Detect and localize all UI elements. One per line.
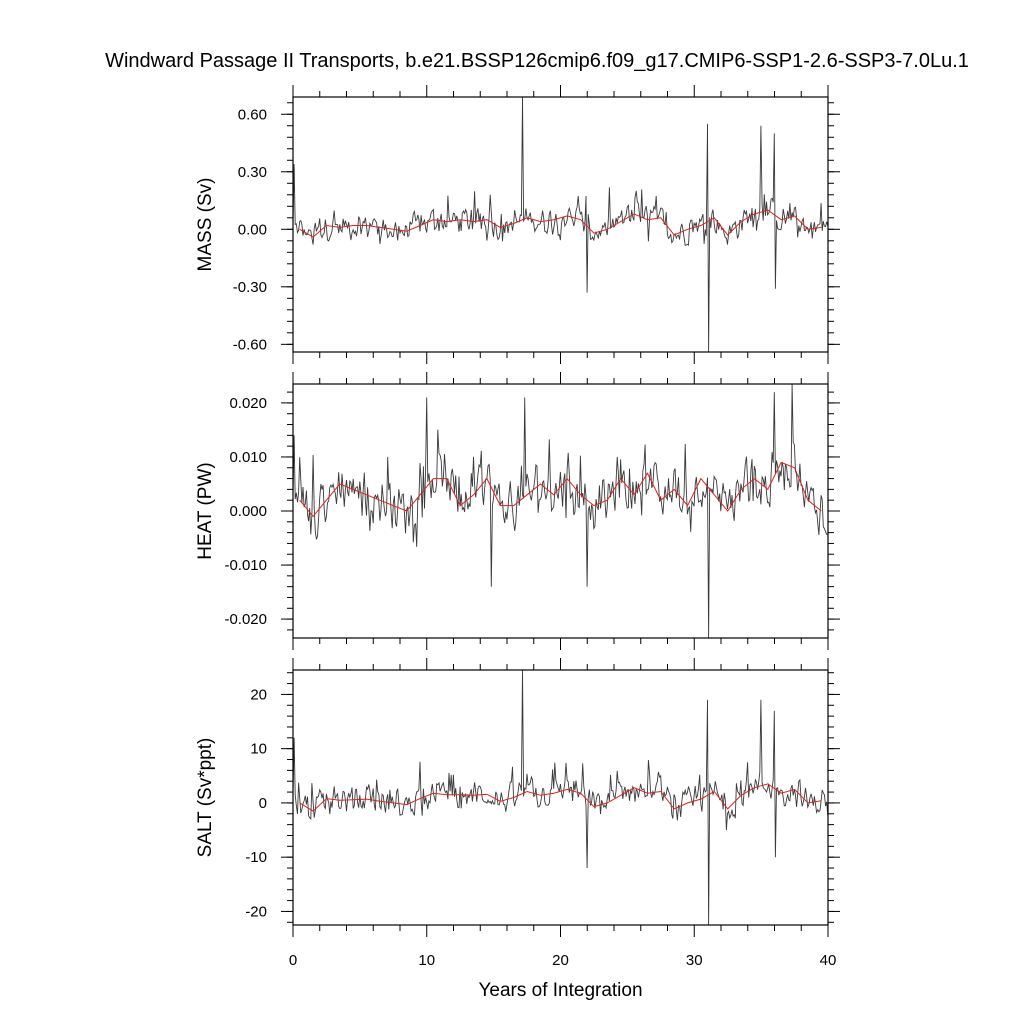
y-tick-label: 20	[250, 686, 267, 703]
annual-mean-line-heat	[299, 461, 822, 518]
plot-frame-mass	[292, 96, 829, 353]
annual-mean-line-salt	[299, 783, 822, 812]
y-tick-label: -0.010	[224, 557, 267, 574]
y-tick-label: 0.020	[229, 395, 267, 412]
y-axis-label-salt: SALT (Sv*ppt)	[195, 738, 216, 858]
x-tick-label: 40	[820, 952, 837, 969]
y-tick-label: -0.60	[233, 336, 267, 353]
x-tick-label: 0	[289, 952, 297, 969]
plot-frame-salt	[292, 669, 829, 926]
monthly-series-line-mass	[293, 97, 828, 352]
y-tick-label: 0.000	[229, 503, 267, 520]
x-tick-label: 20	[552, 952, 569, 969]
y-tick-label: 10	[250, 741, 267, 758]
y-tick-label: -20	[245, 903, 267, 920]
y-axis-label-mass: MASS (Sv)	[195, 178, 216, 272]
panel-heat: -0.020 -0.010 0.000 0.010 0.020 HEAT (PW)	[195, 372, 840, 650]
panel-salt: -20 -10 0 10 20 0 10 20 30 40 SALT (Sv*ppt) Years o…	[195, 658, 840, 1001]
x-axis-label: Years of Integration	[478, 980, 642, 1001]
monthly-series-line-heat	[293, 384, 828, 638]
y-tick-label: 0.30	[238, 164, 267, 181]
y-tick-label: 0	[259, 795, 267, 812]
x-tick-label: 10	[418, 952, 435, 969]
y-tick-label: -0.30	[233, 279, 267, 296]
y-tick-label: -10	[245, 849, 267, 866]
y-tick-label: -0.020	[224, 611, 267, 628]
panel-mass: -0.60 -0.30 0.00 0.30 0.60 MASS (Sv)	[195, 85, 840, 364]
y-tick-label: 0.60	[238, 106, 267, 123]
annual-mean-line-mass	[299, 209, 822, 238]
y-tick-label: 0.00	[238, 221, 267, 238]
chart-title: Windward Passage II Transports, b.e21.BS…	[105, 50, 969, 72]
plot-frame-heat	[292, 383, 829, 639]
monthly-series-line-salt	[293, 670, 828, 925]
y-axis-label-heat: HEAT (PW)	[195, 462, 216, 559]
x-tick-label: 30	[686, 952, 703, 969]
y-tick-label: 0.010	[229, 449, 267, 466]
